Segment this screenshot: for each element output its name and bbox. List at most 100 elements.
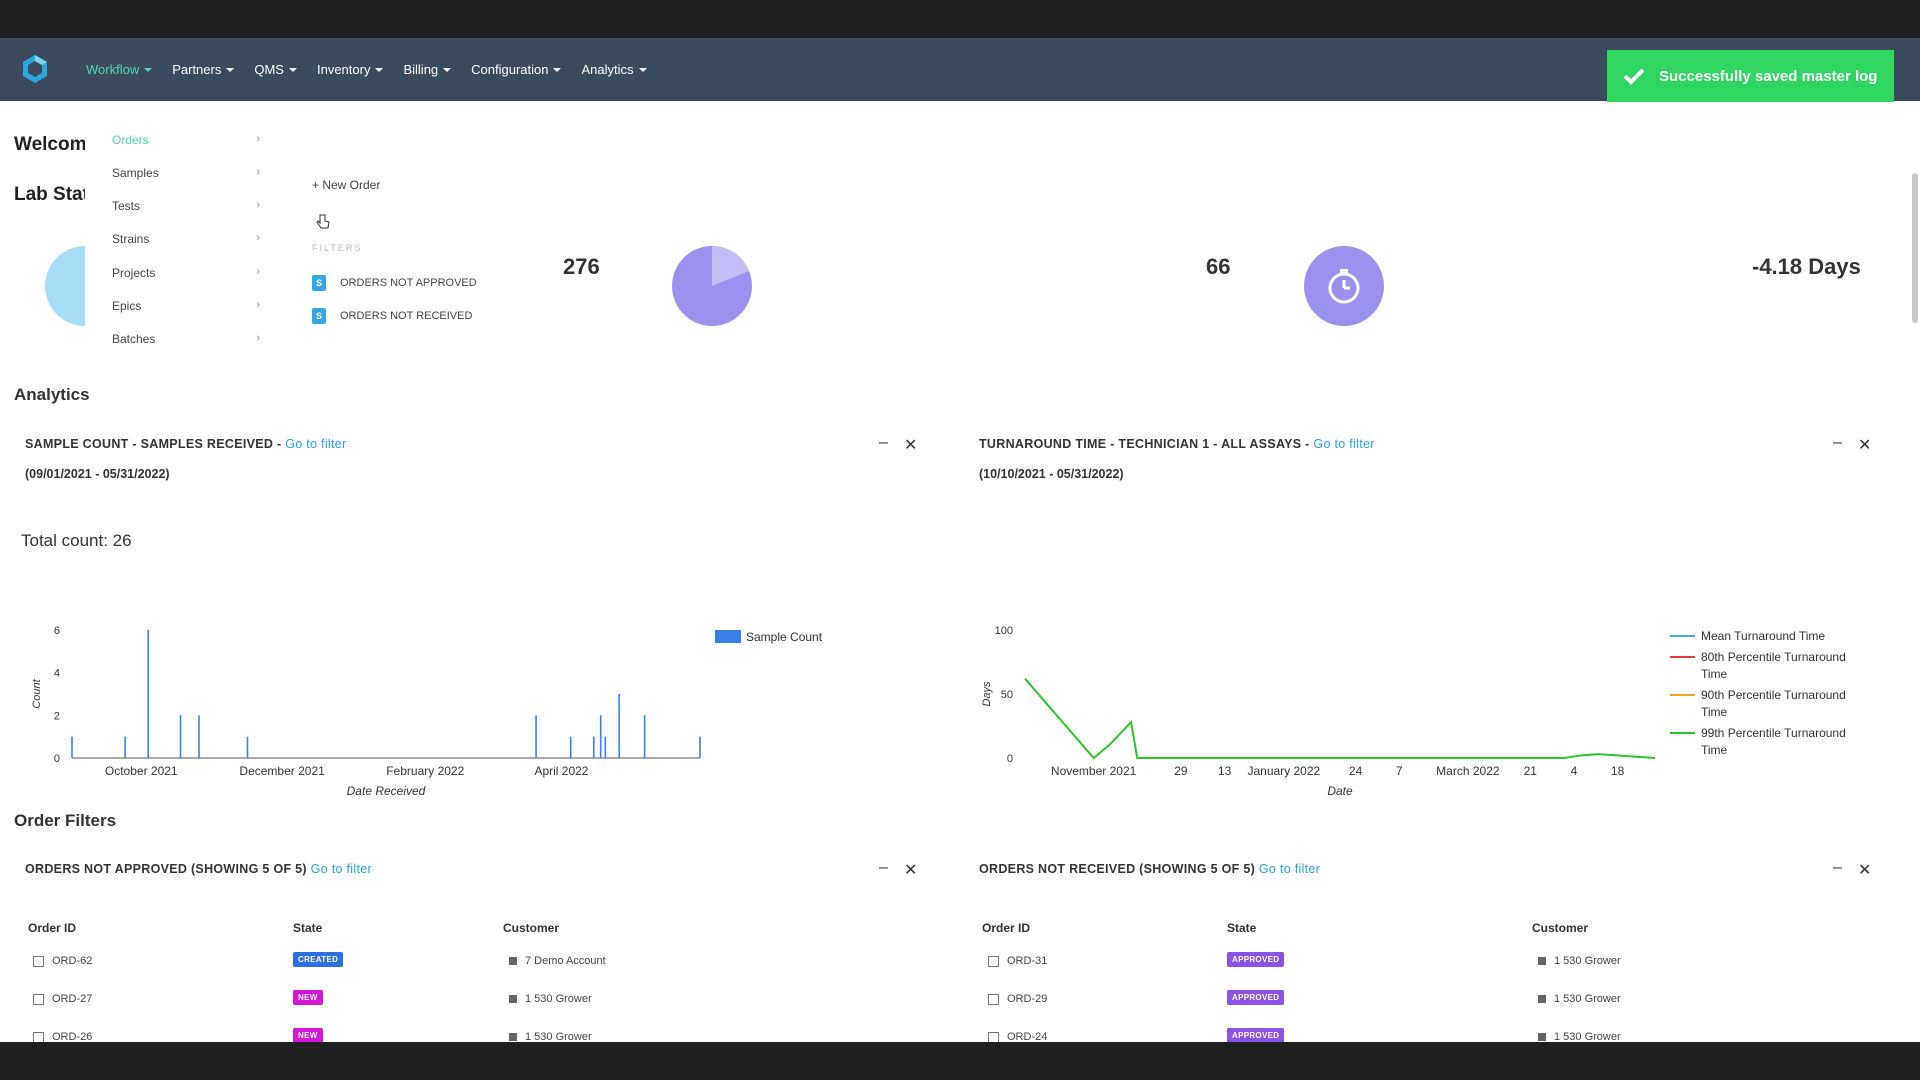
order-id-link[interactable]: ORD-24 [988, 1031, 1047, 1042]
new-order-link[interactable]: + New Order [312, 178, 381, 192]
success-toast[interactable]: Successfully saved master log [1607, 50, 1894, 102]
stat-value-2: 66 [1206, 254, 1231, 279]
table1-minimize-button[interactable]: – [879, 859, 888, 876]
order-id-text: ORD-26 [52, 1031, 93, 1042]
customer-cell[interactable]: 7 Demo Account [509, 955, 606, 967]
card2-go-to-filter-link[interactable]: Go to filter [1313, 437, 1375, 451]
table1-close-button[interactable]: ✕ [904, 862, 918, 879]
app-logo-icon[interactable] [20, 54, 50, 84]
nav-inventory[interactable]: Inventory [316, 62, 384, 77]
filter-orders-not-approved[interactable]: S ORDERS NOT APPROVED [312, 275, 477, 291]
table1-go-to-filter-link[interactable]: Go to filter [310, 862, 372, 876]
app-window: Workflow Partners QMS Inventory Billing … [0, 38, 1920, 1042]
order-id-link[interactable]: ORD-62 [33, 955, 92, 967]
series-line [1024, 677, 1656, 760]
filters-label: FILTERS [312, 243, 363, 253]
total-count: Total count: 26 [21, 531, 132, 550]
x-tick-label: 29 [1174, 764, 1188, 778]
external-link-icon[interactable] [988, 1031, 999, 1042]
caret-down-icon [638, 67, 647, 72]
customer-cell[interactable]: 1 530 Grower [1538, 955, 1621, 967]
bar [124, 736, 126, 758]
y-tick-label: 4 [54, 668, 60, 680]
external-link-icon[interactable] [988, 955, 999, 967]
lab-stats-heading: Lab Stats [14, 184, 100, 205]
stat-value-1: 276 [563, 254, 600, 279]
nav-analytics[interactable]: Analytics [581, 62, 647, 77]
page-scrollbar[interactable] [1910, 101, 1920, 1042]
table2-close-button[interactable]: ✕ [1858, 862, 1872, 879]
external-link-icon[interactable] [33, 993, 44, 1005]
nav-label: Inventory [316, 62, 371, 77]
caret-down-icon [226, 67, 235, 72]
card2-close-button[interactable]: ✕ [1858, 437, 1872, 454]
card2-minimize-button[interactable]: – [1833, 434, 1842, 451]
customer-cell[interactable]: 1 530 Grower [509, 1031, 592, 1042]
order-id-link[interactable]: ORD-27 [33, 993, 92, 1005]
table2-header-state[interactable]: State [1227, 921, 1257, 935]
customer-cell[interactable]: 1 530 Grower [509, 993, 592, 1005]
legend-label: 99th Percentile Turnaround [1701, 726, 1846, 740]
legend-label: 90th Percentile Turnaround [1701, 688, 1846, 702]
table2-minimize-button[interactable]: – [1833, 859, 1842, 876]
card1-minimize-button[interactable]: – [879, 434, 888, 451]
menu-item-orders[interactable]: Orders › [112, 133, 272, 147]
saved-filter-icon: S [312, 308, 326, 324]
order-id-link[interactable]: ORD-29 [988, 993, 1047, 1005]
card1-close-button[interactable]: ✕ [904, 437, 918, 454]
order-id-link[interactable]: ORD-31 [988, 955, 1047, 967]
bar [599, 715, 602, 758]
building-icon [509, 1033, 517, 1041]
nav-configuration[interactable]: Configuration [471, 62, 562, 77]
table2-go-to-filter-link[interactable]: Go to filter [1258, 862, 1321, 876]
filter-orders-not-received[interactable]: S ORDERS NOT RECEIVED [312, 308, 472, 324]
scrollbar-thumb[interactable] [1912, 173, 1918, 323]
bar [71, 736, 73, 758]
y-tick-label: 0 [1007, 753, 1013, 765]
menu-item-projects[interactable]: Projects › [112, 266, 272, 280]
chevron-right-icon: › [256, 133, 260, 145]
customer-text: 1 530 Grower [1554, 955, 1621, 967]
nav-workflow[interactable]: Workflow [86, 62, 153, 77]
bar [699, 736, 701, 758]
table1-header-customer[interactable]: Customer [503, 921, 560, 935]
table1-header-order-id[interactable]: Order ID [28, 921, 77, 935]
y-tick-label: 6 [54, 625, 60, 637]
y-axis-title: Count [31, 678, 43, 708]
bar [179, 715, 182, 758]
customer-text: 1 530 Grower [1554, 1031, 1621, 1042]
nav-label: QMS [254, 62, 284, 77]
card1-go-to-filter-link[interactable]: Go to filter [285, 437, 347, 451]
order-id-link[interactable]: ORD-26 [33, 1031, 92, 1042]
menu-item-epics[interactable]: Epics › [112, 299, 272, 313]
x-axis-title: Date [1327, 784, 1353, 798]
customer-cell[interactable]: 1 530 Grower [1538, 1031, 1621, 1042]
nav-qms[interactable]: QMS [254, 62, 297, 77]
external-link-icon[interactable] [33, 1031, 44, 1042]
main-nav: Workflow Partners QMS Inventory Billing … [86, 38, 667, 101]
menu-item-tests[interactable]: Tests › [112, 199, 272, 213]
legend-label: Time [1701, 667, 1728, 681]
menu-item-strains[interactable]: Strains › [112, 232, 272, 246]
chevron-right-icon: › [256, 266, 260, 278]
table2-header-customer[interactable]: Customer [1532, 921, 1589, 935]
status-badge: NEW [293, 990, 323, 1005]
nav-partners[interactable]: Partners [172, 62, 235, 77]
table1-title: ORDERS NOT APPROVED (SHOWING 5 OF 5) Go … [25, 862, 372, 876]
customer-cell[interactable]: 1 530 Grower [1538, 993, 1621, 1005]
customer-text: 1 530 Grower [1554, 993, 1621, 1005]
legend-label: Time [1701, 705, 1728, 719]
external-link-icon[interactable] [988, 993, 999, 1005]
legend-label: Sample Count [746, 630, 823, 644]
legend-label: Time [1701, 743, 1728, 757]
nav-billing[interactable]: Billing [403, 62, 452, 77]
order-id-text: ORD-24 [1007, 1031, 1048, 1042]
table1-header-state[interactable]: State [293, 921, 323, 935]
menu-item-samples[interactable]: Samples › [112, 166, 272, 180]
menu-item-batches[interactable]: Batches › [112, 332, 272, 346]
external-link-icon[interactable] [33, 955, 44, 967]
x-axis-title: Date Received [347, 784, 426, 798]
bar [535, 715, 537, 758]
turnaround-time-chart: 0 50 100 November 2021 29 13 January 2022 24 7 Ma… [981, 625, 1846, 798]
table2-header-order-id[interactable]: Order ID [982, 921, 1031, 935]
